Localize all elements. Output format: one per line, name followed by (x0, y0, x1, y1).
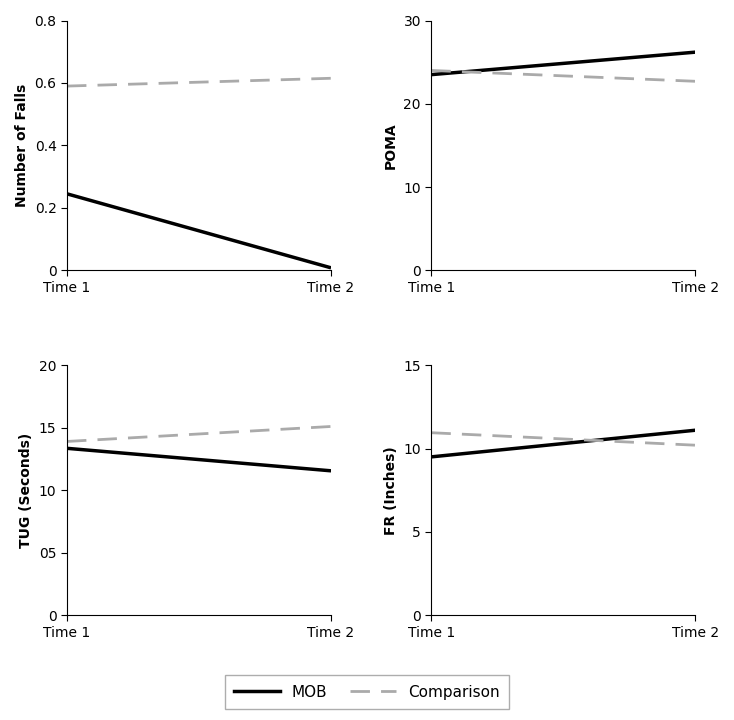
Y-axis label: FR (Inches): FR (Inches) (384, 446, 398, 534)
Y-axis label: TUG (Seconds): TUG (Seconds) (19, 433, 33, 548)
Y-axis label: Number of Falls: Number of Falls (15, 84, 29, 207)
Y-axis label: POMA: POMA (384, 122, 398, 168)
Legend: MOB, Comparison: MOB, Comparison (225, 675, 509, 708)
